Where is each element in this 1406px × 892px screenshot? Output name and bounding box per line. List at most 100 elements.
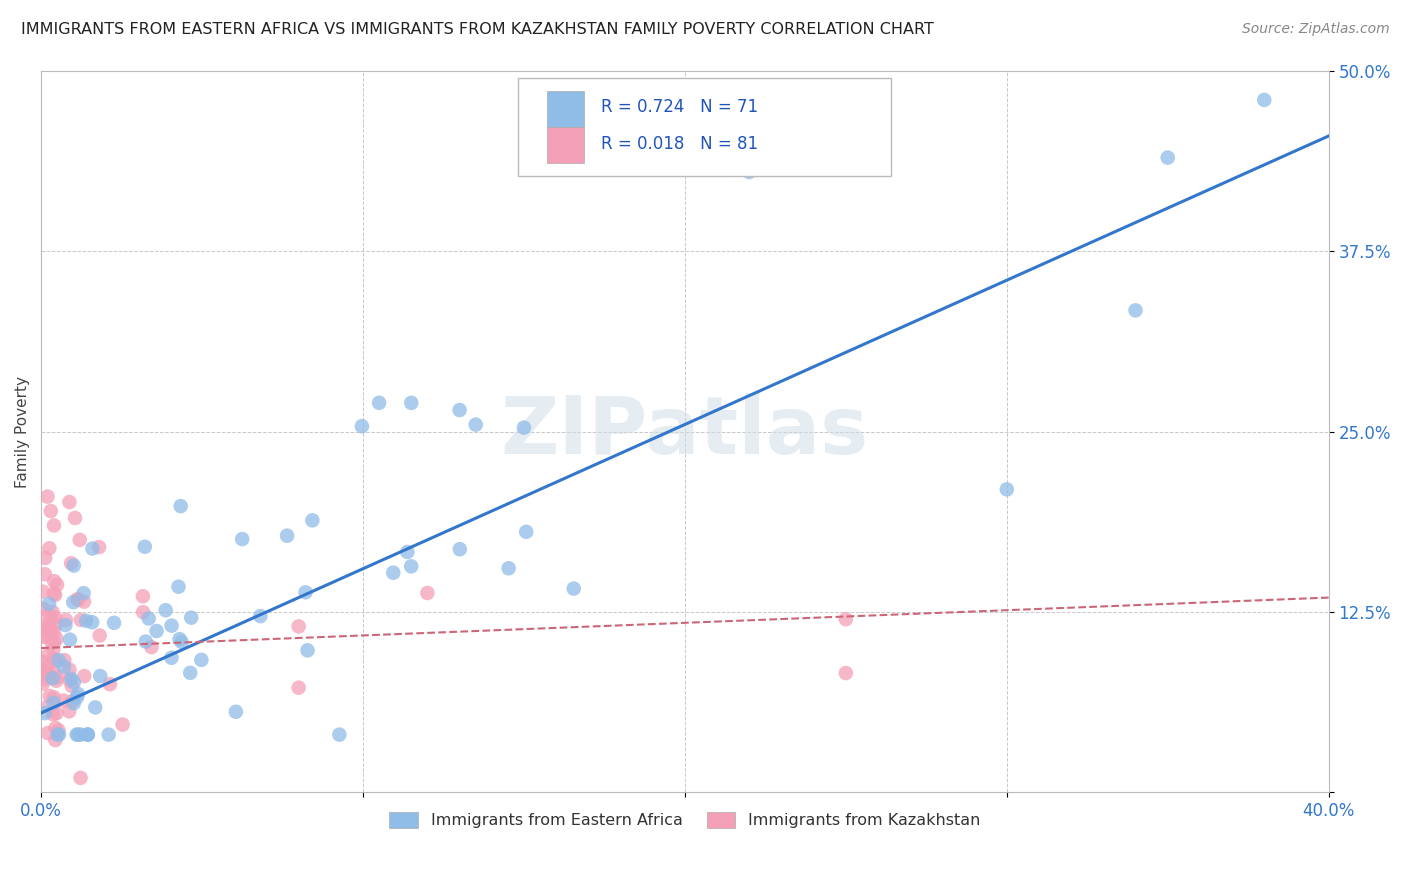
FancyBboxPatch shape xyxy=(547,91,585,127)
Point xyxy=(38,620,60,634)
Point xyxy=(46,728,69,742)
Point xyxy=(42,625,65,640)
Point xyxy=(449,542,471,557)
Point xyxy=(167,580,190,594)
Text: ZIPatlas: ZIPatlas xyxy=(501,392,869,471)
Point xyxy=(44,733,66,747)
FancyBboxPatch shape xyxy=(547,128,585,162)
Text: IMMIGRANTS FROM EASTERN AFRICA VS IMMIGRANTS FROM KAZAKHSTAN FAMILY POVERTY CORR: IMMIGRANTS FROM EASTERN AFRICA VS IMMIGR… xyxy=(21,22,934,37)
Point xyxy=(180,610,202,624)
Point xyxy=(368,396,391,410)
Point xyxy=(160,618,183,632)
Point xyxy=(97,728,120,742)
Point xyxy=(132,589,155,603)
Point xyxy=(76,728,98,742)
Point xyxy=(294,585,316,599)
Point xyxy=(396,545,419,559)
Point xyxy=(416,586,439,600)
Point xyxy=(464,417,486,432)
Point xyxy=(48,653,70,667)
Point xyxy=(76,728,98,742)
Point xyxy=(45,673,67,688)
Point xyxy=(835,666,858,681)
Point xyxy=(38,541,60,556)
Point xyxy=(58,673,80,687)
Point xyxy=(35,621,58,635)
Point xyxy=(44,610,66,624)
Point xyxy=(170,635,193,649)
Point xyxy=(66,728,89,742)
Point xyxy=(66,728,89,742)
Text: R = 0.018   N = 81: R = 0.018 N = 81 xyxy=(602,135,758,153)
Point xyxy=(69,613,91,627)
Point xyxy=(135,634,157,648)
Point xyxy=(39,612,62,626)
Point xyxy=(328,728,350,742)
Point xyxy=(1125,303,1147,318)
Point xyxy=(138,611,160,625)
Point xyxy=(69,728,91,742)
Point xyxy=(32,630,55,644)
Point xyxy=(225,705,247,719)
Point xyxy=(34,706,56,720)
Point xyxy=(63,511,86,525)
Point xyxy=(42,642,65,657)
Point xyxy=(38,648,60,662)
Point xyxy=(134,540,156,554)
Point xyxy=(145,624,167,638)
Point xyxy=(42,652,65,666)
Point xyxy=(66,592,89,607)
Point xyxy=(46,578,69,592)
Point xyxy=(41,605,63,619)
Point xyxy=(160,650,183,665)
Point xyxy=(169,499,191,513)
Point xyxy=(44,666,66,681)
Point xyxy=(69,771,91,785)
Point xyxy=(276,529,298,543)
Point xyxy=(53,653,76,667)
Point xyxy=(350,419,373,434)
Point xyxy=(87,540,110,554)
Point xyxy=(32,584,55,599)
Point xyxy=(45,706,67,721)
Point xyxy=(58,704,80,718)
Point xyxy=(46,670,69,684)
Point xyxy=(32,601,55,615)
Point xyxy=(141,640,163,654)
Point xyxy=(48,723,70,738)
Point xyxy=(995,483,1018,497)
Point xyxy=(35,624,58,639)
Point xyxy=(32,663,55,677)
Point xyxy=(1157,151,1180,165)
Point xyxy=(155,603,177,617)
Point xyxy=(297,643,319,657)
Point xyxy=(34,567,56,582)
Point xyxy=(103,615,125,630)
Point xyxy=(55,613,77,627)
Point xyxy=(44,635,66,649)
Point xyxy=(111,717,134,731)
Point xyxy=(38,689,60,703)
Point xyxy=(62,696,84,710)
Point xyxy=(73,595,96,609)
FancyBboxPatch shape xyxy=(517,78,891,176)
Point xyxy=(60,556,83,570)
Point xyxy=(37,490,59,504)
Point xyxy=(42,586,65,600)
Point xyxy=(169,632,191,646)
Point xyxy=(34,672,56,686)
Point xyxy=(401,396,423,410)
Point xyxy=(37,726,59,740)
Point xyxy=(31,620,53,634)
Point xyxy=(42,690,65,705)
Point xyxy=(39,624,62,639)
Point xyxy=(45,617,67,632)
Point xyxy=(58,663,80,677)
Point xyxy=(42,518,65,533)
Point xyxy=(53,659,76,673)
Point xyxy=(55,618,77,632)
Point xyxy=(382,566,405,580)
Point xyxy=(73,669,96,683)
Point xyxy=(835,612,858,626)
Point xyxy=(82,541,104,556)
